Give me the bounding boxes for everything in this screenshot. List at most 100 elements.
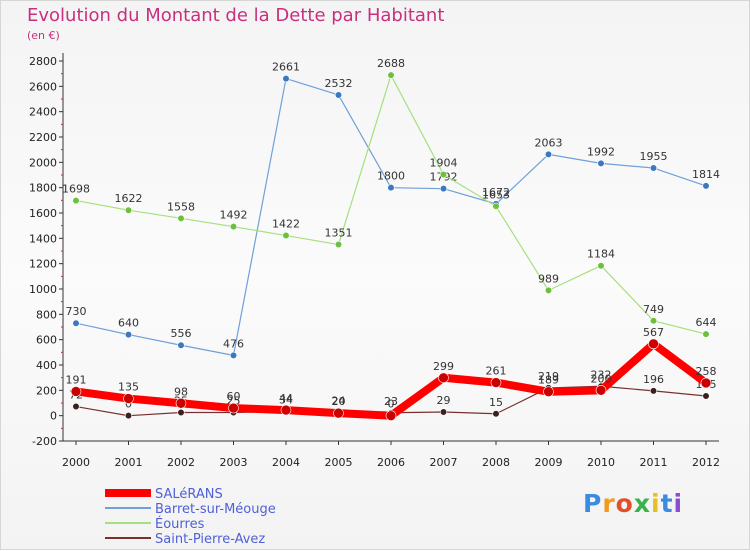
legend-label-barret-sur-meouge: Barret-sur-Méouge <box>155 502 276 517</box>
data-label-salerans: 567 <box>643 326 664 339</box>
data-point-saint-pierre-avez <box>439 408 448 416</box>
data-point-eourres <box>72 196 80 205</box>
data-point-eourres <box>439 170 448 179</box>
data-point-eourres <box>229 223 238 231</box>
data-label-salerans: 135 <box>118 381 139 394</box>
data-point-salerans <box>228 402 239 414</box>
data-point-saint-pierre-avez <box>492 410 500 418</box>
data-label-salerans: 44 <box>279 392 293 405</box>
data-point-barret-sur-meouge <box>177 341 185 349</box>
data-label-eourres: 1184 <box>587 248 615 261</box>
data-point-barret-sur-meouge <box>229 351 238 359</box>
data-point-eourres <box>334 240 343 249</box>
data-label-eourres: 2688 <box>377 57 405 70</box>
data-label-saint-pierre-avez: 15 <box>489 396 503 409</box>
data-label-barret-sur-meouge: 2532 <box>325 77 353 90</box>
data-point-barret-sur-meouge <box>544 150 553 158</box>
data-label-barret-sur-meouge: 1800 <box>377 170 405 183</box>
chart-title: Evolution du Montant de la Dette par Hab… <box>27 5 445 26</box>
data-label-barret-sur-meouge: 2063 <box>535 136 563 149</box>
data-point-eourres <box>124 206 133 214</box>
logo-letter: P <box>583 489 603 518</box>
data-point-barret-sur-meouge <box>597 159 605 167</box>
data-point-barret-sur-meouge <box>124 331 133 339</box>
x-tick-label: 2001 <box>115 456 143 469</box>
y-tick-label: 2000 <box>29 156 57 169</box>
proxiti-logo: Proxiti <box>583 489 683 518</box>
data-label-eourres: 1422 <box>272 218 300 231</box>
data-point-saint-pierre-avez <box>124 412 133 420</box>
data-label-saint-pierre-avez: 232 <box>591 368 612 381</box>
logo-letter: t <box>660 489 674 518</box>
x-tick-label: 2012 <box>692 456 720 469</box>
data-label-eourres: 1622 <box>115 192 143 205</box>
data-label-salerans: 200 <box>591 372 612 385</box>
data-label-salerans: 189 <box>538 374 559 387</box>
data-label-salerans: 60 <box>227 390 241 403</box>
x-tick-label: 2009 <box>535 456 563 469</box>
y-tick-label: 2800 <box>29 55 57 68</box>
legend-label-eourres: Éourres <box>155 516 205 532</box>
data-point-salerans <box>595 385 607 396</box>
x-tick-label: 2003 <box>220 456 248 469</box>
data-point-barret-sur-meouge <box>702 182 710 190</box>
y-tick-label: 600 <box>36 334 57 347</box>
data-label-barret-sur-meouge: 1955 <box>640 150 668 163</box>
data-label-saint-pierre-avez: 24 <box>332 395 346 408</box>
y-tick-label: 2600 <box>29 80 57 93</box>
x-tick-label: 2011 <box>640 456 668 469</box>
data-label-salerans: 258 <box>696 365 717 378</box>
data-label-salerans: 98 <box>174 385 188 398</box>
data-point-salerans <box>123 393 134 404</box>
data-point-barret-sur-meouge <box>72 319 80 327</box>
logo-letter: r <box>602 489 616 518</box>
data-label-barret-sur-meouge: 1814 <box>692 168 720 181</box>
data-point-eourres <box>544 286 553 294</box>
data-point-barret-sur-meouge <box>334 91 343 99</box>
data-label-eourres: 1351 <box>325 227 353 240</box>
y-tick-label: -200 <box>32 435 57 448</box>
data-point-salerans <box>70 386 82 397</box>
y-tick-label: 2400 <box>29 106 57 119</box>
data-label-eourres: 989 <box>538 272 559 285</box>
data-label-salerans: 20 <box>332 395 346 408</box>
data-label-salerans: 0 <box>388 398 395 411</box>
y-tick-label: 1200 <box>29 258 57 271</box>
data-point-eourres <box>597 262 605 270</box>
chart-subtitle: (en €) <box>27 29 60 42</box>
data-point-eourres <box>387 71 395 79</box>
x-tick-label: 2000 <box>62 456 90 469</box>
data-label-eourres: 1492 <box>220 209 248 222</box>
logo-letter: i <box>651 489 661 518</box>
y-tick-label: 200 <box>36 384 57 397</box>
data-label-barret-sur-meouge: 476 <box>223 337 244 350</box>
data-point-eourres <box>492 202 500 210</box>
data-point-salerans <box>490 377 502 388</box>
x-tick-label: 2010 <box>587 456 615 469</box>
x-tick-label: 2002 <box>167 456 195 469</box>
data-label-barret-sur-meouge: 2661 <box>272 61 300 74</box>
y-tick-label: 1600 <box>29 207 57 220</box>
data-point-saint-pierre-avez <box>649 387 658 395</box>
y-tick-label: 0 <box>50 410 57 423</box>
data-label-saint-pierre-avez: 219 <box>538 370 559 383</box>
data-label-barret-sur-meouge: 556 <box>171 327 192 340</box>
y-tick-label: 1800 <box>29 182 57 195</box>
data-point-saint-pierre-avez <box>177 408 185 417</box>
data-label-salerans: 191 <box>66 373 87 386</box>
data-point-eourres <box>649 317 658 325</box>
data-label-barret-sur-meouge: 730 <box>66 305 87 318</box>
y-tick-label: 1400 <box>29 232 57 245</box>
logo-letter: o <box>615 489 634 518</box>
logo-letter: x <box>633 489 651 518</box>
data-point-barret-sur-meouge <box>649 164 658 172</box>
x-tick-label: 2005 <box>325 456 353 469</box>
y-tick-label: 2200 <box>29 131 57 144</box>
data-label-barret-sur-meouge: 1672 <box>482 186 510 199</box>
data-point-eourres <box>702 330 710 338</box>
data-label-barret-sur-meouge: 1992 <box>587 145 615 158</box>
x-tick-label: 2004 <box>272 456 300 469</box>
y-tick-label: 1000 <box>29 283 57 296</box>
